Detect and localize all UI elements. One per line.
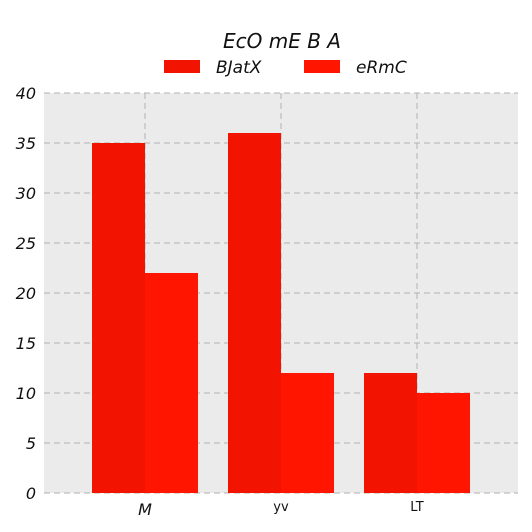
bar-bjatx-yv <box>228 133 281 493</box>
x-tick-label-m: M <box>138 500 152 519</box>
bar-ermc-yv <box>281 373 334 493</box>
bar-ermc-m <box>145 273 198 493</box>
bar-bjatx-m <box>92 143 145 493</box>
y-tick-label: 30 <box>16 184 36 203</box>
legend-label-ermc: eRmC <box>356 58 407 78</box>
bar-ermc-lt <box>417 393 470 493</box>
bars <box>92 133 470 493</box>
x-tick-label-lt: LT <box>410 500 423 515</box>
y-axis: 0 5 10 15 20 25 30 35 40 <box>16 84 36 503</box>
legend-swatch-bjatx <box>164 60 200 73</box>
x-tick-label-yv: yv <box>273 500 289 515</box>
legend-label-bjatx: BJatX <box>216 58 262 78</box>
y-tick-label: 20 <box>16 284 36 303</box>
y-tick-label: 15 <box>16 334 36 353</box>
bar-bjatx-lt <box>364 373 417 493</box>
y-tick-label: 5 <box>26 434 36 453</box>
legend: BJatX eRmC <box>164 58 407 78</box>
y-tick-label: 25 <box>16 234 36 253</box>
y-tick-label: 40 <box>16 84 36 103</box>
y-tick-label: 10 <box>16 384 36 403</box>
y-tick-label: 0 <box>26 484 36 503</box>
chart-title: EcO mE B A <box>223 29 341 53</box>
legend-swatch-ermc <box>304 60 340 73</box>
x-axis: M yv LT <box>138 500 424 519</box>
y-tick-label: 35 <box>16 134 36 153</box>
